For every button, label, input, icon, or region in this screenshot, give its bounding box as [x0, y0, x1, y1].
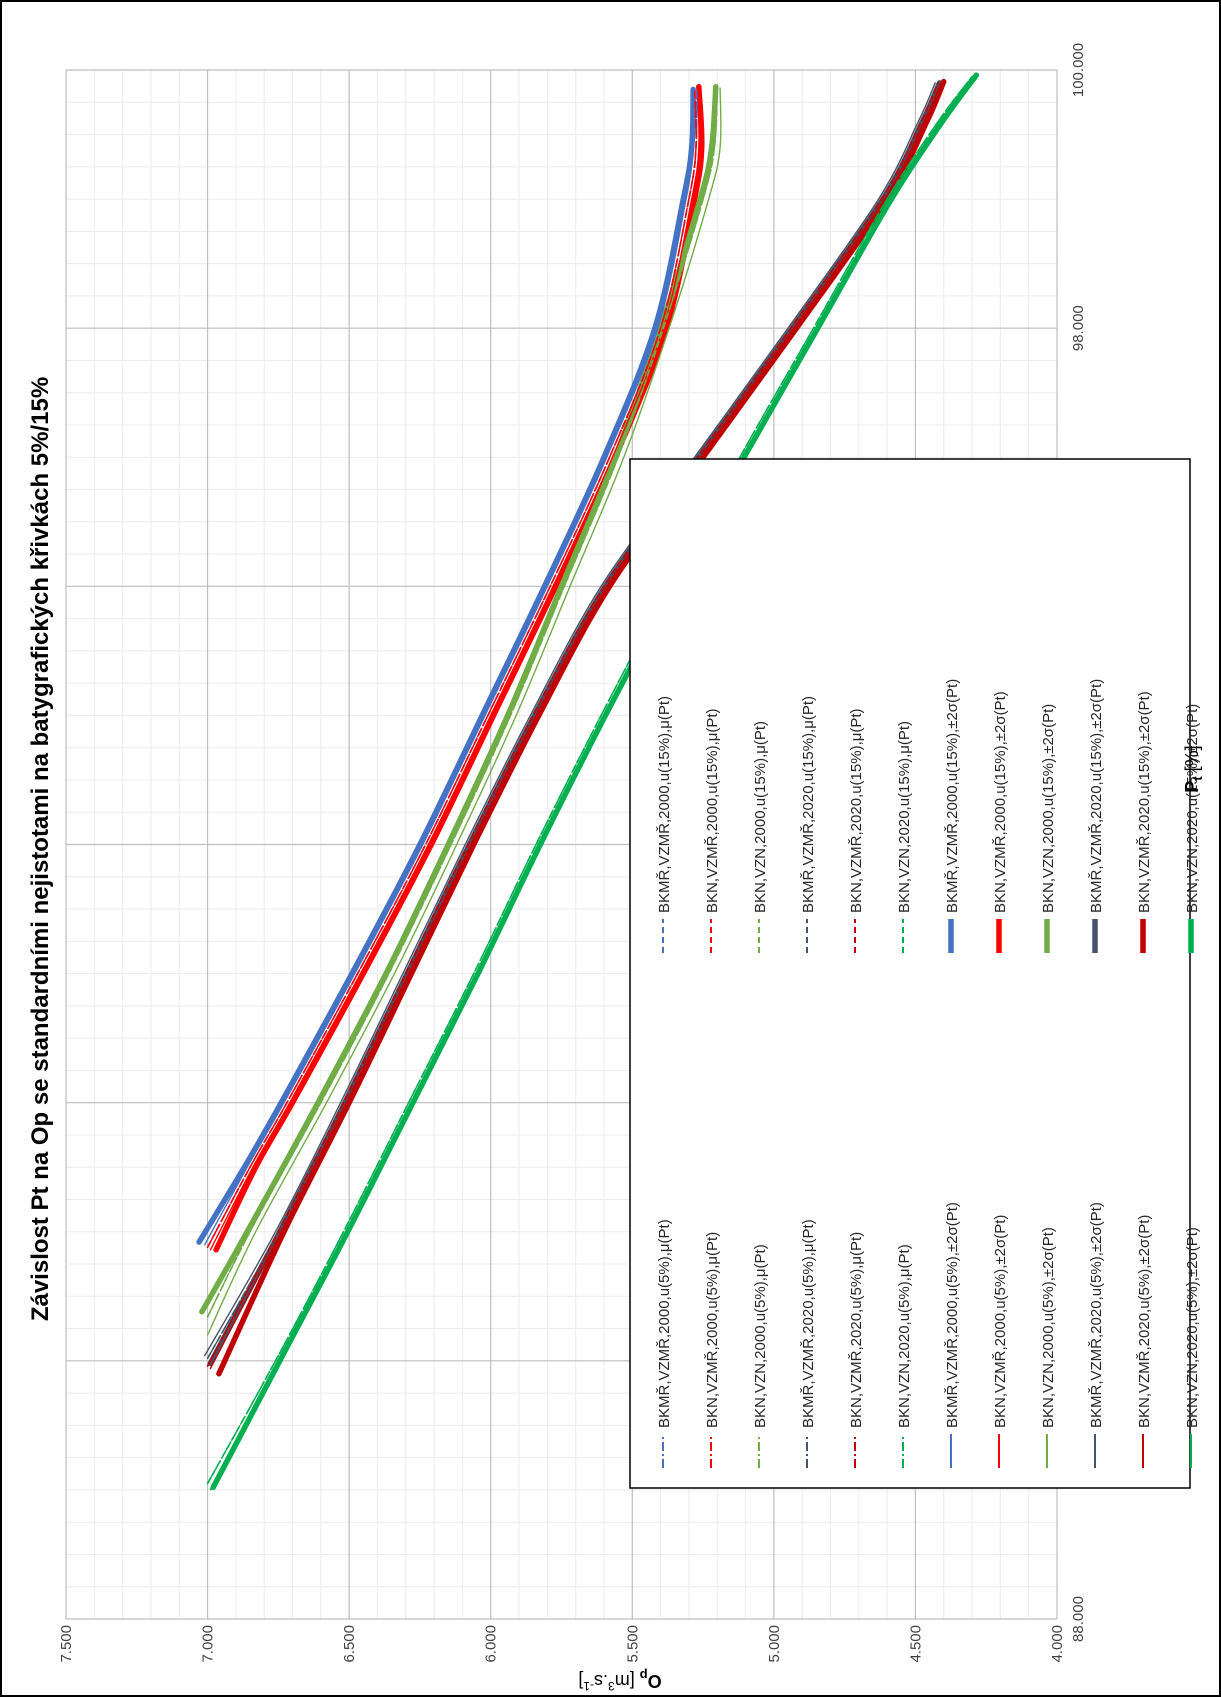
legend-label: BKN,VZN,2000,u(5%),±2σ(Pt) — [1040, 1227, 1057, 1428]
legend-label: BKN,VZMŘ,2020,u(15%),±2σ(Pt) — [1136, 691, 1153, 913]
y-tick-label: 4.500 — [907, 1625, 924, 1663]
legend-label: BKMŘ,VZMŘ,2020,u(5%),±2σ(Pt) — [1088, 1202, 1105, 1428]
series-line — [206, 87, 698, 1248]
legend-label: BKN,VZN,2020,u(5%),μ(Pt) — [896, 1244, 913, 1428]
legend-label: BKN,VZMŘ,2020,u(5%),±2σ(Pt) — [1136, 1215, 1153, 1428]
series-line — [209, 87, 700, 1251]
legend-label: BKN,VZN,2020,u(15%),μ(Pt) — [896, 721, 913, 913]
series-line — [209, 82, 942, 1370]
legend-label: BKN,VZMŘ,2000,u(15%),μ(Pt) — [704, 708, 721, 913]
legend-label: BKN,VZMŘ,2020,u(5%),μ(Pt) — [848, 1232, 865, 1428]
legend-label: BKN,VZMŘ,2020,u(15%),μ(Pt) — [848, 708, 865, 913]
legend-label: BKN,VZMŘ,2000,u(5%),±2σ(Pt) — [992, 1215, 1009, 1428]
legend-label: BKMŘ,VZMŘ,2000,u(15%),±2σ(Pt) — [944, 679, 961, 913]
series-line — [207, 80, 943, 1367]
series-line — [204, 82, 936, 1357]
series-line — [209, 75, 976, 1491]
chart-title: Závislost Pt na Op se standardními nejis… — [27, 377, 54, 1321]
legend-label: BKN,VZN,2020,u(15%),±2σ(Pt) — [1184, 704, 1201, 913]
series-line — [199, 84, 719, 1315]
y-axis-label: Op [m3.s-1] — [578, 1668, 661, 1693]
legend-label: BKMŘ,VZMŘ,2020,u(15%),μ(Pt) — [800, 696, 817, 913]
legend-box — [629, 458, 1191, 1489]
x-tick-label: 98.000 — [1070, 305, 1087, 351]
y-tick-label: 5.500 — [624, 1625, 641, 1663]
legend-label: BKN,VZN,2000,u(5%),μ(Pt) — [752, 1244, 769, 1428]
series-line — [206, 87, 722, 1336]
legend-label: BKMŘ,VZMŘ,2020,u(15%),±2σ(Pt) — [1088, 679, 1105, 913]
series-line — [216, 78, 947, 1377]
y-tick-label: 7.500 — [58, 1625, 75, 1663]
legend-label: BKN,VZN,2000,u(15%),±2σ(Pt) — [1040, 704, 1057, 913]
series-line — [213, 84, 705, 1253]
y-tick-label: 7.000 — [200, 1625, 217, 1663]
legend-label: BKMŘ,VZMŘ,2000,u(5%),μ(Pt) — [656, 1219, 673, 1428]
series-line — [206, 87, 718, 1318]
chart-series — [196, 72, 980, 1491]
legend-label: BKMŘ,VZMŘ,2000,u(15%),μ(Pt) — [656, 696, 673, 913]
legend-label: BKMŘ,VZMŘ,2020,u(5%),μ(Pt) — [800, 1219, 817, 1428]
series-line — [210, 72, 980, 1491]
x-axis-label: Pt [%] — [1182, 745, 1205, 792]
legend-label: BKN,VZN,2020,u(5%),±2σ(Pt) — [1184, 1227, 1201, 1428]
chart-legend: BKMŘ,VZMŘ,2000,u(5%),μ(Pt) BKN,VZMŘ,2000,… — [629, 458, 1201, 1489]
legend-label: BKMŘ,VZMŘ,2000,u(5%),±2σ(Pt) — [944, 1202, 961, 1428]
series-line — [206, 75, 973, 1485]
y-tick-label: 4.000 — [1049, 1625, 1066, 1663]
y-tick-label: 6.000 — [483, 1625, 500, 1663]
x-tick-label: 88.000 — [1070, 1596, 1087, 1642]
legend-label: BKN,VZN,2000,u(15%),μ(Pt) — [752, 721, 769, 913]
series-line — [196, 86, 696, 1245]
x-tick-label: 100.000 — [1070, 43, 1087, 97]
legend-label: BKN,VZMŘ,2000,u(15%),±2σ(Pt) — [992, 691, 1009, 913]
y-tick-label: 6.500 — [341, 1625, 358, 1663]
legend-label: BKN,VZMŘ,2000,u(5%),μ(Pt) — [704, 1232, 721, 1428]
series-line — [206, 82, 939, 1367]
y-tick-label: 5.000 — [766, 1625, 783, 1663]
series-line — [204, 88, 696, 1246]
